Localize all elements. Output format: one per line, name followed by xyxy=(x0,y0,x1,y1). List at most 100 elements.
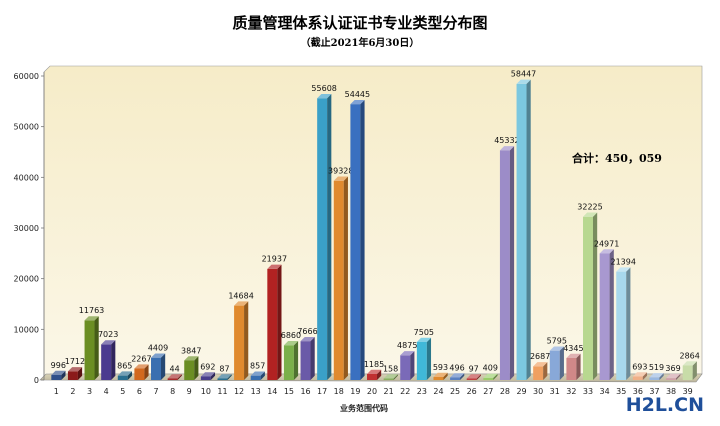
bar xyxy=(101,340,116,380)
data-label: 54445 xyxy=(345,90,370,99)
y-axis: 0 10000 20000 30000 40000 50000 60000 xyxy=(14,72,44,385)
x-tick-label: 39 xyxy=(683,387,693,396)
bar-side xyxy=(177,374,182,380)
bar-side xyxy=(543,362,548,380)
bar-side xyxy=(293,341,299,380)
bar-top xyxy=(433,372,448,377)
bar-front xyxy=(466,378,477,380)
bar-side xyxy=(160,353,166,380)
bar xyxy=(134,364,149,380)
bar-side xyxy=(244,301,249,380)
x-tick-label: 30 xyxy=(533,387,543,396)
x-tick-label: 31 xyxy=(550,387,560,396)
bar xyxy=(649,373,664,380)
bar-front xyxy=(649,377,660,380)
bar-front xyxy=(416,341,427,380)
bar-front xyxy=(217,378,228,380)
data-label: 7666 xyxy=(297,327,317,336)
data-label: 4875 xyxy=(397,341,417,350)
data-label: 58447 xyxy=(511,70,536,79)
bar-front xyxy=(333,180,344,380)
bar-front xyxy=(200,376,211,380)
watermark-text: H2L.CN xyxy=(626,394,704,416)
bar xyxy=(333,176,348,380)
bar-front xyxy=(616,271,627,380)
bar-top xyxy=(666,373,681,379)
chart-subtitle: （截止2021年6月30日） xyxy=(301,36,420,49)
bar-top xyxy=(682,361,697,366)
bar-side xyxy=(327,94,332,381)
bar xyxy=(234,301,249,380)
bar-front xyxy=(184,360,195,380)
bar xyxy=(383,374,398,380)
bar-top xyxy=(599,249,614,254)
x-tick-label: 8 xyxy=(170,387,175,396)
bar-top xyxy=(234,301,249,306)
bar xyxy=(483,373,498,380)
bar-side xyxy=(493,373,498,380)
x-tick-label: 21 xyxy=(384,387,394,396)
bar-front xyxy=(566,357,577,380)
bar xyxy=(533,362,548,380)
total-annotation: 合计：450，059 xyxy=(572,151,662,165)
x-tick-label: 9 xyxy=(187,387,192,396)
watermark: H2L.CN xyxy=(626,394,704,416)
bar-top xyxy=(516,79,531,84)
bar-top xyxy=(333,176,348,181)
data-label: 32225 xyxy=(577,203,602,212)
data-label: 692 xyxy=(200,362,215,371)
bar-front xyxy=(317,98,328,380)
bar-front xyxy=(450,377,461,380)
bar-side xyxy=(526,79,531,381)
bar-side xyxy=(61,370,66,380)
x-tick-label: 19 xyxy=(350,387,360,396)
x-tick-label: 37 xyxy=(649,387,659,396)
data-label: 45332 xyxy=(494,136,519,145)
bar xyxy=(549,346,564,380)
data-label: 21937 xyxy=(262,255,287,264)
bar-top xyxy=(300,336,315,342)
bar-side xyxy=(676,373,681,380)
x-tick-label: 22 xyxy=(400,387,410,396)
bar xyxy=(317,94,332,381)
bar-front xyxy=(350,104,361,381)
x-tick-label: 28 xyxy=(500,387,510,396)
bar-top xyxy=(400,351,415,356)
bar-side xyxy=(360,99,365,380)
bar-side xyxy=(509,146,515,380)
x-tick-label: 35 xyxy=(616,387,626,396)
bar-top xyxy=(84,316,99,321)
bar xyxy=(84,316,99,380)
bar-side xyxy=(426,337,432,380)
y-tick-label: 40000 xyxy=(14,173,39,182)
bar-side xyxy=(210,372,216,380)
bar xyxy=(217,374,232,380)
bar xyxy=(466,374,481,380)
bar-front xyxy=(101,344,112,380)
bar-top xyxy=(67,367,83,372)
bar xyxy=(151,353,166,380)
bar-side xyxy=(626,267,631,380)
bar xyxy=(666,373,681,380)
bar-top xyxy=(632,372,648,377)
data-label: 55608 xyxy=(311,84,336,93)
x-tick-label: 12 xyxy=(234,387,244,396)
data-label: 4409 xyxy=(148,343,168,352)
x-axis-label: 业务范围代码 xyxy=(340,403,388,413)
data-label: 409 xyxy=(483,364,498,373)
y-tick-label: 30000 xyxy=(14,224,39,233)
x-tick-label: 14 xyxy=(267,387,277,396)
bar xyxy=(184,356,199,380)
bar-front xyxy=(84,320,95,380)
bar-top xyxy=(200,372,216,377)
data-label: 158 xyxy=(383,364,398,373)
data-label: 87 xyxy=(219,364,229,373)
y-tick-label: 0 xyxy=(34,376,39,385)
data-label: 3847 xyxy=(181,346,201,355)
bar-top xyxy=(383,374,398,379)
bar xyxy=(682,361,697,380)
data-label: 21394 xyxy=(611,257,636,266)
bar-top xyxy=(367,369,382,374)
bar xyxy=(250,371,265,380)
